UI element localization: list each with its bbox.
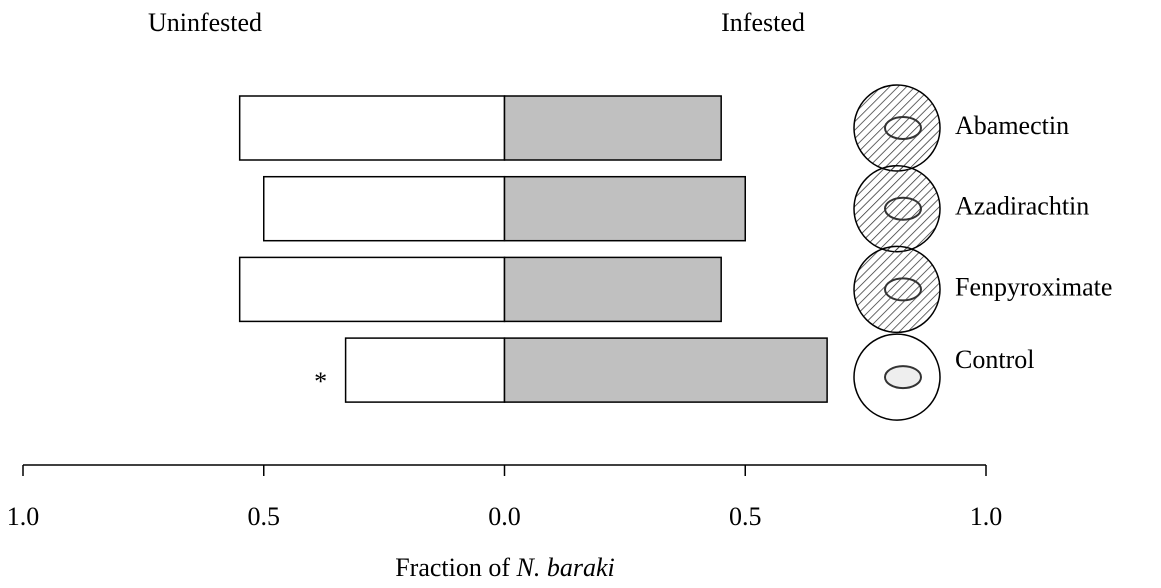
category-label: Control (955, 345, 1034, 374)
significance-mark: * (314, 367, 327, 396)
category-label: Abamectin (955, 111, 1069, 140)
x-label-text: Fraction of (395, 553, 516, 582)
x-label-species: N. baraki (516, 553, 615, 582)
x-tick-label: 0.5 (729, 502, 762, 531)
bar (264, 177, 505, 241)
mite-icon (854, 85, 940, 171)
x-tick-label: 0.0 (488, 502, 521, 531)
x-axis-label: Fraction of N. baraki (395, 553, 615, 582)
category-label: Fenpyroximate (955, 272, 1112, 301)
x-tick-label: 0.5 (248, 502, 281, 531)
x-tick-label: 1.0 (970, 502, 1003, 531)
category-label: Azadirachtin (955, 192, 1089, 221)
bar (346, 338, 505, 402)
mite-icon (854, 166, 940, 252)
mite-icon (854, 246, 940, 332)
x-tick-label: 1.0 (7, 502, 40, 531)
bar (240, 257, 505, 321)
side-header: Uninfested (148, 8, 262, 37)
bar (505, 96, 722, 160)
bar (240, 96, 505, 160)
bar (505, 257, 722, 321)
side-header: Infested (721, 8, 805, 37)
bar (505, 177, 746, 241)
mite-body (885, 366, 921, 388)
bar (505, 338, 828, 402)
chart: Fraction of N. baraki 1.0 0.5 0.0 0.5 1.0 Uni… (0, 0, 1161, 588)
